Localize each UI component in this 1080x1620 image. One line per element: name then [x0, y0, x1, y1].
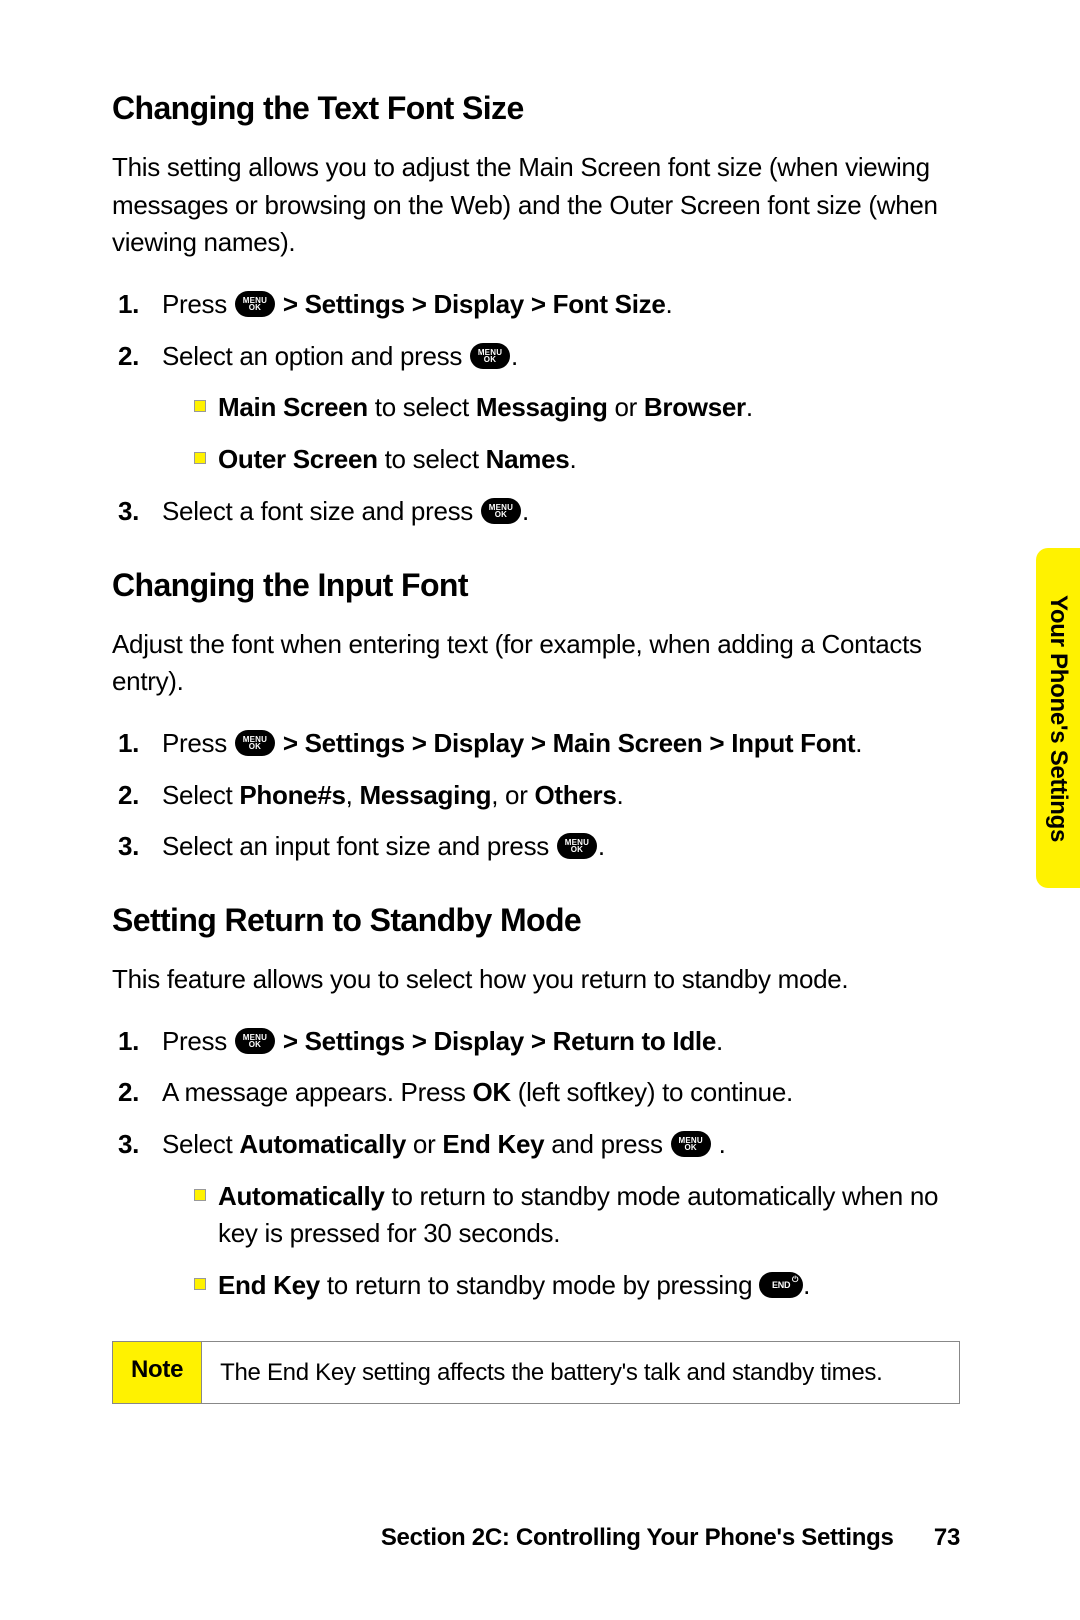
text: Select an option and press	[162, 341, 469, 371]
sublist: Main Screen to select Messaging or Brows…	[194, 389, 960, 478]
period: .	[522, 496, 529, 526]
menu-ok-icon: MENUOK	[235, 291, 275, 317]
step-2: A message appears. Press OK (left softke…	[156, 1074, 960, 1112]
menu-ok-icon: MENUOK	[557, 833, 597, 859]
page-footer: Section 2C: Controlling Your Phone's Set…	[381, 1524, 960, 1552]
t: End Key	[442, 1129, 544, 1159]
t: or	[608, 392, 644, 422]
heading-font-size: Changing the Text Font Size	[112, 90, 960, 127]
side-tab: Your Phone's Settings	[1036, 548, 1080, 888]
t: Select	[162, 780, 239, 810]
t: Messaging	[476, 392, 608, 422]
t: (left softkey) to continue.	[511, 1077, 793, 1107]
heading-input-font: Changing the Input Font	[112, 567, 960, 604]
t: Names	[486, 444, 570, 474]
path: > Settings > Display > Font Size	[276, 289, 666, 319]
period: .	[716, 1026, 723, 1056]
menu-ok-icon: MENUOK	[235, 730, 275, 756]
text: Select a font size and press	[162, 496, 480, 526]
sub-endkey: End Key to return to standby mode by pre…	[194, 1267, 960, 1305]
end-icon: END	[759, 1272, 803, 1298]
path: > Settings > Display > Main Screen > Inp…	[276, 728, 855, 758]
note-box: Note The End Key setting affects the bat…	[112, 1341, 960, 1405]
period: .	[803, 1270, 810, 1300]
t: OK	[472, 1077, 510, 1107]
step-1: Press MENUOK > Settings > Display > Retu…	[156, 1023, 960, 1061]
t: to select	[368, 392, 476, 422]
steps-font-size: Press MENUOK > Settings > Display > Font…	[156, 286, 960, 530]
t: and press	[544, 1129, 669, 1159]
t: Automatically	[218, 1181, 385, 1211]
menu-ok-icon: MENUOK	[235, 1028, 275, 1054]
t: Select	[162, 1129, 239, 1159]
intro-input-font: Adjust the font when entering text (for …	[112, 626, 960, 701]
steps-input-font: Press MENUOK > Settings > Display > Main…	[156, 725, 960, 866]
heading-standby: Setting Return to Standby Mode	[112, 902, 960, 939]
step-1: Press MENUOK > Settings > Display > Font…	[156, 286, 960, 324]
note-text: The End Key setting affects the battery'…	[202, 1342, 959, 1404]
period: .	[598, 831, 605, 861]
t: ,	[346, 780, 360, 810]
period: .	[666, 289, 673, 319]
period: .	[511, 341, 518, 371]
t: to select	[378, 444, 486, 474]
path: > Settings > Display > Return to Idle	[276, 1026, 716, 1056]
step-3: Select Automatically or End Key and pres…	[156, 1126, 960, 1305]
t: Others	[535, 780, 617, 810]
intro-font-size: This setting allows you to adjust the Ma…	[112, 149, 960, 262]
t: Phone#s	[239, 780, 345, 810]
sub-main-screen: Main Screen to select Messaging or Brows…	[194, 389, 960, 427]
sublist: Automatically to return to standby mode …	[194, 1178, 960, 1305]
t: , or	[491, 780, 534, 810]
t: End Key	[218, 1270, 320, 1300]
text: Select an input font size and press	[162, 831, 556, 861]
menu-ok-icon: MENUOK	[671, 1131, 711, 1157]
step-2: Select an option and press MENUOK. Main …	[156, 338, 960, 479]
page-number: 73	[934, 1524, 960, 1551]
period: .	[569, 444, 576, 474]
side-tab-label: Your Phone's Settings	[1044, 595, 1072, 842]
footer-section: Section 2C: Controlling Your Phone's Set…	[381, 1524, 894, 1551]
text: Press	[162, 728, 234, 758]
t: Browser	[644, 392, 746, 422]
period: .	[855, 728, 862, 758]
menu-ok-icon: MENUOK	[481, 498, 521, 524]
menu-ok-icon: MENUOK	[470, 343, 510, 369]
period: .	[617, 780, 624, 810]
step-2: Select Phone#s, Messaging, or Others.	[156, 777, 960, 815]
steps-standby: Press MENUOK > Settings > Display > Retu…	[156, 1023, 960, 1305]
t: Messaging	[360, 780, 492, 810]
text: Press	[162, 1026, 234, 1056]
intro-standby: This feature allows you to select how yo…	[112, 961, 960, 999]
t: Main Screen	[218, 392, 368, 422]
t: Automatically	[239, 1129, 406, 1159]
page-content: Changing the Text Font Size This setting…	[0, 0, 1080, 1504]
sub-outer-screen: Outer Screen to select Names.	[194, 441, 960, 479]
sub-auto: Automatically to return to standby mode …	[194, 1178, 960, 1253]
text: Press	[162, 289, 234, 319]
period: .	[746, 392, 753, 422]
period: .	[712, 1129, 726, 1159]
note-label: Note	[113, 1342, 202, 1404]
t: to return to standby mode by pressing	[320, 1270, 759, 1300]
step-3: Select an input font size and press MENU…	[156, 828, 960, 866]
t: A message appears. Press	[162, 1077, 472, 1107]
t: Outer Screen	[218, 444, 378, 474]
t: or	[406, 1129, 442, 1159]
step-1: Press MENUOK > Settings > Display > Main…	[156, 725, 960, 763]
step-3: Select a font size and press MENUOK.	[156, 493, 960, 531]
